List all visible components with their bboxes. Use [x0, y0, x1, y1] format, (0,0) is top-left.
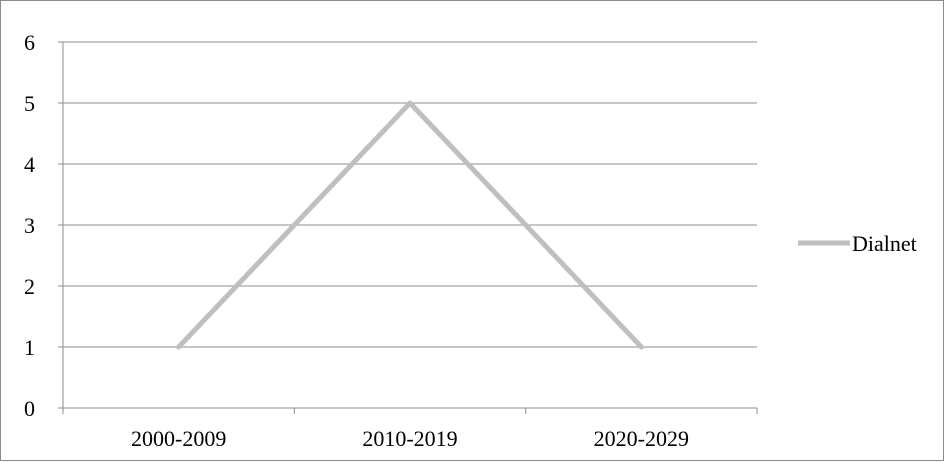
- legend: Dialnet: [798, 231, 917, 256]
- gridlines: [63, 42, 757, 347]
- x-tick-label: 2000-2009: [131, 426, 226, 451]
- y-tick-label: 5: [24, 91, 35, 116]
- legend-label: Dialnet: [852, 231, 917, 256]
- x-tick-label: 2010-2019: [362, 426, 457, 451]
- y-tick-label: 2: [24, 274, 35, 299]
- y-axis-tick-labels: 0 1 2 3 4 5 6: [24, 30, 35, 421]
- y-tick-label: 6: [24, 30, 35, 55]
- y-tick-label: 0: [24, 396, 35, 421]
- y-tick-label: 1: [24, 335, 35, 360]
- x-tick-label: 2020-2029: [594, 426, 689, 451]
- axes: [58, 42, 757, 414]
- y-tick-label: 3: [24, 213, 35, 238]
- y-tick-label: 4: [24, 152, 35, 177]
- x-axis-tick-labels: 2000-2009 2010-2019 2020-2029: [131, 426, 689, 451]
